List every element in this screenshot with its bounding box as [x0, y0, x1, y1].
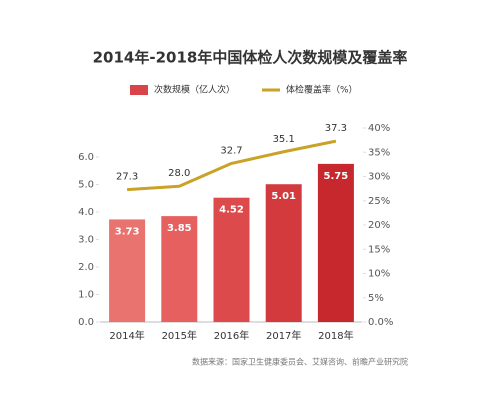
y-tick-label: 6.0: [78, 152, 94, 163]
bar: [109, 219, 146, 322]
x-tick-label: 2014年: [109, 329, 144, 342]
chart-title: 2014年-2018年中国体检人次数规模及覆盖率: [93, 49, 408, 67]
bar: [213, 197, 250, 322]
legend-swatch: [130, 85, 148, 95]
legend-label: 体检覆盖率（%）: [286, 84, 358, 96]
line-value-label: 35.1: [273, 134, 295, 145]
y2-tick-label: 40%: [368, 123, 390, 134]
line-value-label: 37.3: [325, 123, 347, 134]
bar: [317, 163, 354, 322]
source-note: 数据来源：国家卫生健康委员会、艾媒咨询、前瞻产业研究院: [192, 357, 408, 367]
bar-value-label: 3.73: [115, 226, 140, 237]
y2-tick-label: 35%: [368, 147, 390, 158]
y2-tick-label: 0.0%: [368, 317, 393, 328]
y2-tick-label: 30%: [368, 172, 390, 183]
legend-label: 次数规模（亿人次）: [154, 84, 235, 96]
line-value-label: 27.3: [116, 172, 138, 183]
x-tick-label: 2017年: [266, 329, 301, 342]
y2-tick-label: 15%: [368, 244, 390, 255]
x-tick-label: 2015年: [162, 329, 197, 342]
y-tick-label: 1.0: [78, 290, 94, 301]
y-tick-label: 2.0: [78, 262, 94, 273]
y-tick-label: 4.0: [78, 207, 94, 218]
y2-tick-label: 10%: [368, 269, 390, 280]
y2-tick-label: 25%: [368, 196, 390, 207]
x-tick-label: 2016年: [214, 329, 249, 342]
y-tick-label: 3.0: [78, 235, 94, 246]
bar-value-label: 5.75: [324, 171, 349, 182]
bar: [161, 216, 198, 322]
bar-value-label: 5.01: [271, 191, 296, 202]
bar-value-label: 3.85: [167, 223, 192, 234]
line-value-label: 32.7: [220, 145, 242, 156]
y2-tick-label: 5%: [368, 293, 384, 304]
bar: [265, 184, 302, 322]
bar-value-label: 4.52: [219, 205, 244, 216]
y-tick-label: 5.0: [78, 180, 94, 191]
y-tick-label: 0.0: [78, 317, 94, 328]
line-value-label: 28.0: [168, 168, 190, 179]
y2-tick-label: 20%: [368, 220, 390, 231]
x-tick-label: 2018年: [318, 329, 353, 342]
line: [127, 139, 337, 192]
